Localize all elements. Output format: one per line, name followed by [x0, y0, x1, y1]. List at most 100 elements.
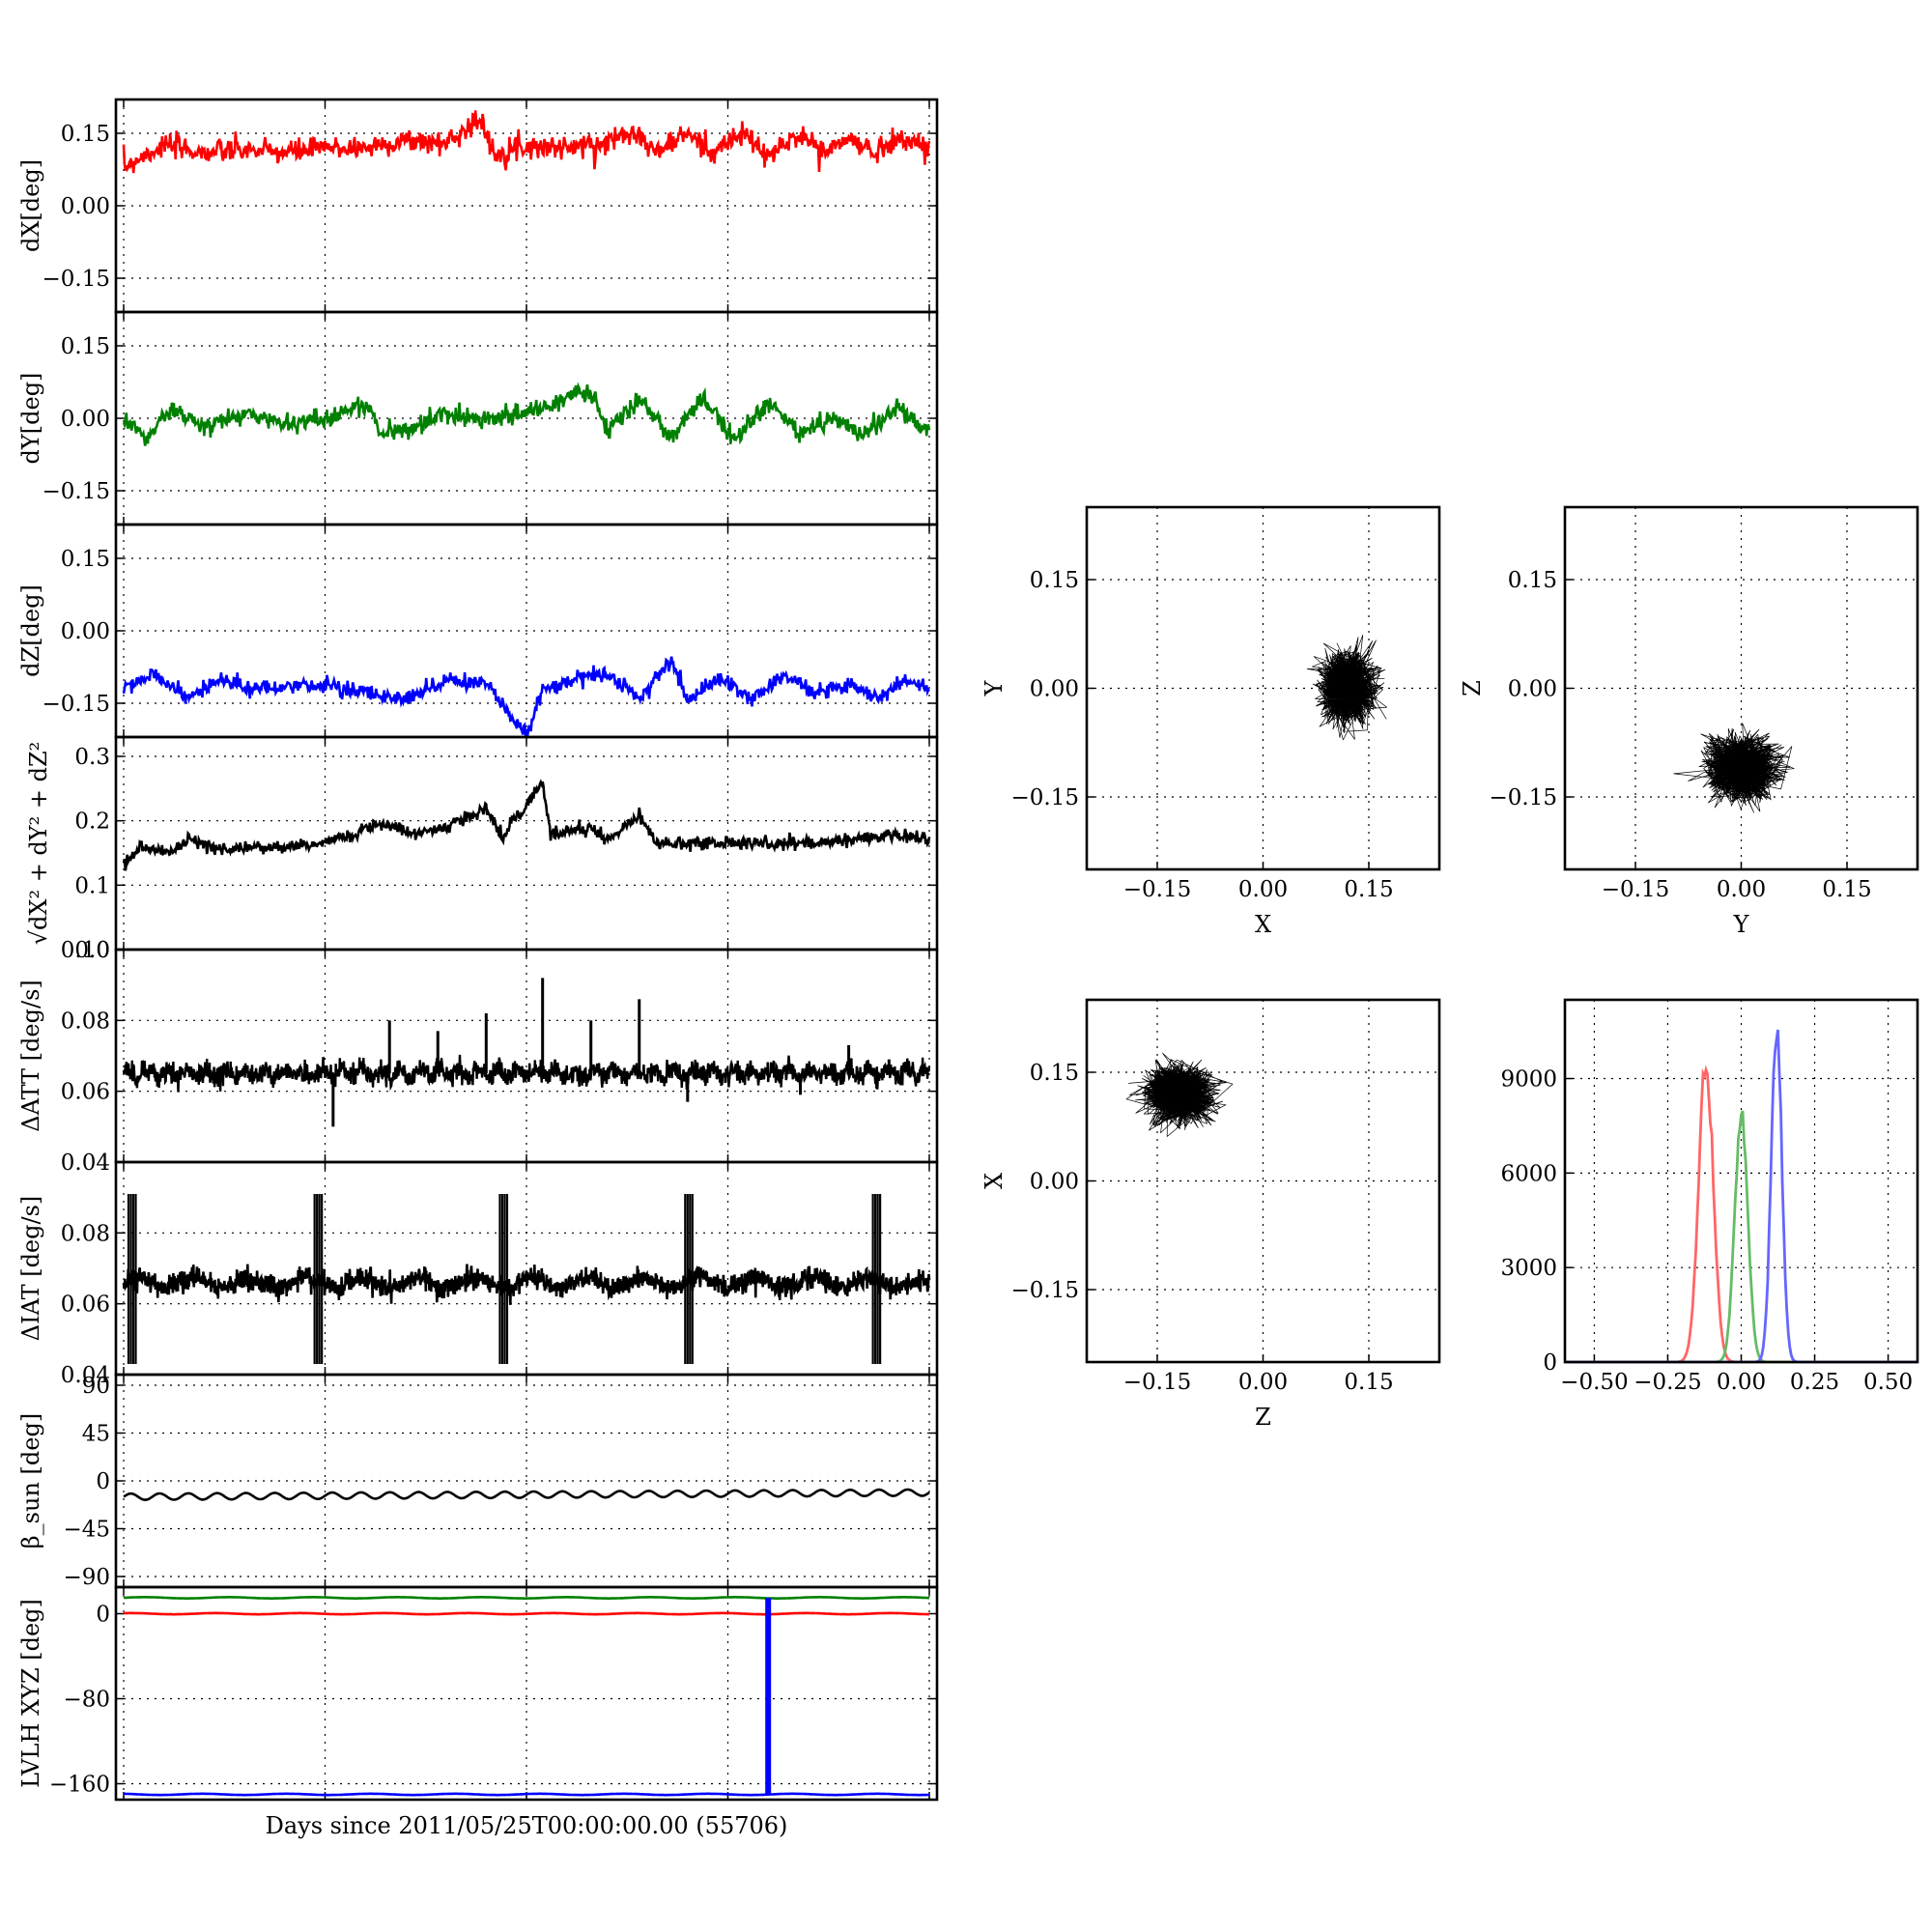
- xtick-label: −0.25: [1634, 1370, 1701, 1395]
- xtick-label: 0.15: [1344, 1370, 1393, 1395]
- ytick-label: 0.06: [61, 1293, 110, 1318]
- ytick-label: 0.0: [74, 938, 110, 963]
- scatter-cloud: [1125, 1052, 1234, 1137]
- xtick-label: 0.00: [1238, 1370, 1288, 1395]
- ytick-label: −45: [63, 1518, 110, 1543]
- dx-series-line: [122, 110, 931, 174]
- ytick-label: 0.15: [1508, 568, 1557, 593]
- ytick-label: 0.15: [61, 547, 110, 572]
- ytick-label: 0.06: [61, 1080, 110, 1105]
- xtick-label: −0.15: [1602, 877, 1669, 902]
- panel-dz: 0.15 0.00 −0.15 dZ[deg]: [17, 523, 939, 739]
- ytick-label: −0.15: [43, 479, 110, 504]
- figure-xlabel: Days since 2011/05/25T00:00:00.00 (55706…: [266, 1812, 788, 1839]
- xtick-label: 0.00: [1717, 877, 1766, 902]
- panel-datt: 0.10 0.08 0.06 0.04 ΔATT [deg/s]: [17, 938, 939, 1176]
- ytick-label: 0.1: [74, 873, 110, 898]
- ytick-label: 0.10: [61, 938, 110, 963]
- ytick-label: 0.04: [61, 1363, 110, 1388]
- xlabel-zx: Z: [1255, 1404, 1271, 1431]
- ytick-label: 0.15: [61, 122, 110, 147]
- ytick-label: 0.00: [1030, 1170, 1079, 1195]
- ytick-label: 0.04: [61, 1151, 110, 1176]
- plot-frame: [1085, 505, 1441, 871]
- panel-norm: 0.3 0.2 0.1 0.0 √dX² + dY² + dZ²: [25, 735, 939, 963]
- panel-hist: −0.50 −0.25 0.00 0.25 0.50 9000 6000 3000 0: [1500, 998, 1919, 1395]
- plot-frame: [1563, 998, 1919, 1364]
- scatter-cloud: [1673, 723, 1795, 813]
- xtick-label: 0.50: [1863, 1370, 1913, 1395]
- panel-dx: 0.15 0.00 −0.15 dX[deg]: [17, 98, 939, 314]
- ytick-label: 0.00: [61, 407, 110, 432]
- ytick-label: −90: [63, 1565, 110, 1590]
- xtick-label: 0.15: [1344, 877, 1393, 902]
- datt-series-line: [122, 1054, 931, 1093]
- ylabel-dz: dZ[deg]: [17, 584, 44, 677]
- ylabel-yz: Z: [1459, 680, 1486, 696]
- ytick-label: 45: [82, 1422, 110, 1447]
- ytick-label: 0.15: [1030, 1061, 1079, 1086]
- ytick-label: 0.00: [1030, 677, 1079, 702]
- ytick-label: −0.15: [43, 267, 110, 292]
- ytick-label: −80: [63, 1688, 110, 1713]
- panel-xy: −0.15 0.00 0.15 −0.15 0.00 0.15 X Y: [980, 505, 1441, 938]
- beta-series-line: [123, 1488, 930, 1502]
- xtick-label: 0.25: [1790, 1370, 1839, 1395]
- norm-series-line: [122, 779, 931, 871]
- ytick-label: −0.15: [1011, 785, 1079, 810]
- ylabel-lvlh: LVLH XYZ [deg]: [17, 1599, 44, 1788]
- xlabel-yz: Y: [1733, 911, 1750, 938]
- xtick-label: −0.15: [1123, 877, 1191, 902]
- plot-frame: [1085, 998, 1441, 1364]
- diat-series-line: [122, 1264, 931, 1305]
- ylabel-diat: ΔIAT [deg/s]: [17, 1196, 44, 1342]
- xtick-label: 0.15: [1822, 877, 1871, 902]
- panel-diat: 0.08 0.06 0.04 ΔIAT [deg/s]: [17, 1160, 939, 1388]
- panel-yz: −0.15 0.00 0.15 −0.15 0.00 0.15 Y Z: [1459, 505, 1919, 938]
- dz-series-line: [122, 656, 931, 738]
- ytick-label: 0: [96, 1603, 110, 1628]
- dy-series-line: [122, 382, 931, 446]
- hist-series-line: [1565, 1029, 1918, 1364]
- ytick-label: 0.15: [61, 334, 110, 359]
- ylabel-norm: √dX² + dY² + dZ²: [25, 742, 52, 946]
- ytick-label: 0.00: [61, 194, 110, 219]
- scatter-cloud: [1306, 635, 1388, 741]
- ytick-label: 0.08: [61, 1009, 110, 1034]
- ytick-label: 0.15: [1030, 568, 1079, 593]
- xtick-label: −0.15: [1123, 1370, 1191, 1395]
- ylabel-datt: ΔATT [deg/s]: [17, 980, 44, 1132]
- ytick-label: 90: [82, 1374, 110, 1399]
- ylabel-beta: β_sun [deg]: [17, 1413, 44, 1548]
- ytick-label: −0.15: [1490, 785, 1557, 810]
- ytick-label: −160: [49, 1773, 110, 1798]
- ylabel-zx: X: [980, 1173, 1008, 1189]
- ytick-label: 0.00: [1508, 677, 1557, 702]
- plot-frame: [114, 1585, 939, 1802]
- panel-dy: 0.15 0.00 −0.15 dY[deg]: [17, 310, 939, 526]
- plot-frame: [1563, 505, 1919, 871]
- ytick-label: 0.2: [74, 810, 110, 835]
- ylabel-dx: dX[deg]: [17, 159, 44, 252]
- lvlh-series-line: [124, 1792, 929, 1797]
- xtick-label: 0.00: [1238, 877, 1288, 902]
- ylabel-dy: dY[deg]: [17, 373, 44, 465]
- ytick-label: 9000: [1500, 1067, 1557, 1093]
- ytick-label: −0.15: [43, 692, 110, 717]
- ytick-label: 0.08: [61, 1221, 110, 1246]
- xlabel-xy: X: [1255, 911, 1271, 938]
- ytick-label: 0: [96, 1469, 110, 1494]
- lvlh-series-line: [124, 1611, 929, 1616]
- ytick-label: 3000: [1500, 1256, 1557, 1281]
- ylabel-xy: Y: [980, 679, 1008, 696]
- ytick-label: 6000: [1500, 1161, 1557, 1186]
- ytick-label: 0.3: [74, 745, 110, 770]
- panel-zx: −0.15 0.00 0.15 −0.15 0.00 0.15 Z X: [980, 998, 1441, 1431]
- lvlh-series-line: [124, 1596, 929, 1600]
- xtick-label: 0.00: [1717, 1370, 1766, 1395]
- ytick-label: −0.15: [1011, 1278, 1079, 1303]
- ytick-label: 0: [1543, 1350, 1557, 1376]
- ytick-label: 0.00: [61, 619, 110, 644]
